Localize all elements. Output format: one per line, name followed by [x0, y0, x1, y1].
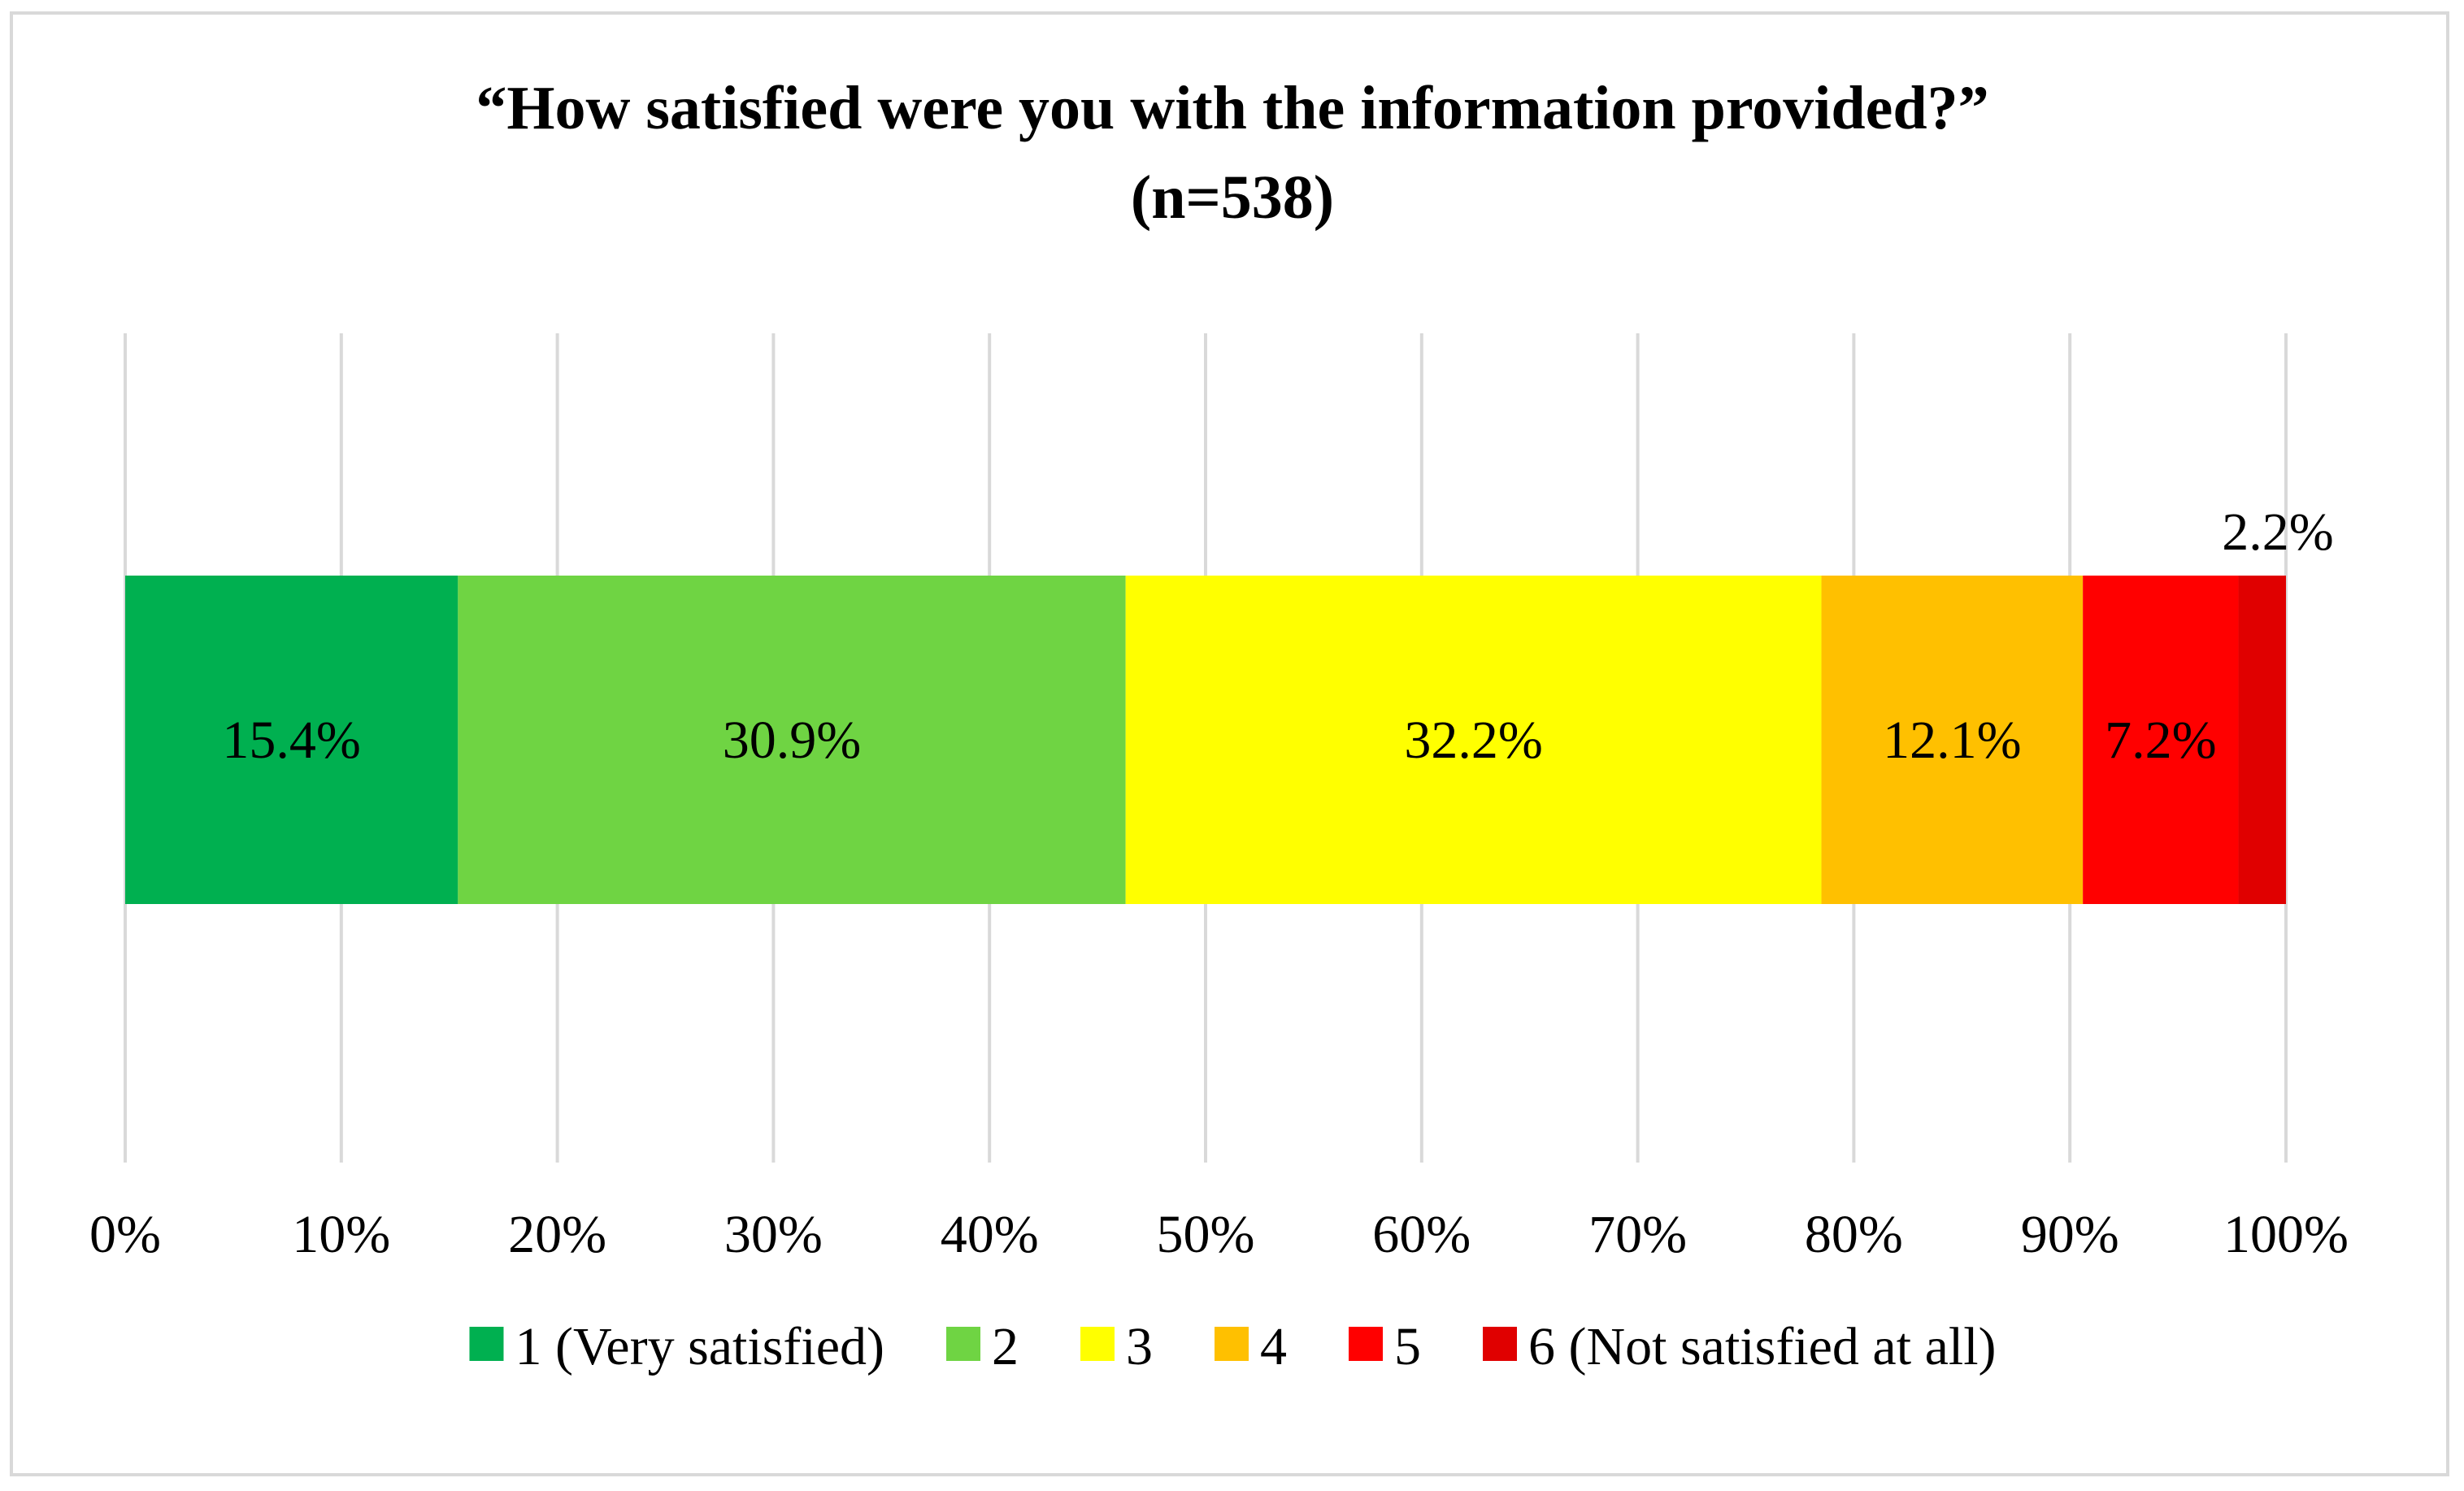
x-tick-label: 60%	[1372, 1205, 1471, 1264]
legend-item: 4	[1215, 1317, 1287, 1376]
x-tick-label: 0%	[89, 1205, 161, 1264]
data-labels: 15.4% 30.9% 32.2% 12.1% 7.2% 2.2%	[222, 502, 2333, 770]
legend-item: 1 (Very satisfied)	[469, 1317, 884, 1376]
stacked-bar	[125, 576, 2286, 904]
data-label: 2.2%	[2222, 502, 2333, 562]
x-axis-ticks: 0% 10% 20% 30% 40% 50% 60% 70% 80% 90% 100%	[89, 1205, 2349, 1264]
bar-segment	[125, 576, 458, 904]
legend-label: 1 (Very satisfied)	[515, 1317, 884, 1376]
legend-swatch	[1483, 1327, 1518, 1361]
chart-title: “How satisfied were you with the informa…	[476, 74, 1988, 142]
legend-item: 6 (Not satisfied at all)	[1483, 1317, 1997, 1376]
data-label: 30.9%	[723, 711, 861, 770]
legend-label: 3	[1126, 1317, 1153, 1376]
bar-segment	[2083, 576, 2239, 904]
data-label: 32.2%	[1404, 711, 1542, 770]
legend-label: 2	[992, 1317, 1019, 1376]
legend-swatch	[946, 1327, 981, 1361]
legend-item: 2	[946, 1317, 1019, 1376]
bar-segment	[1125, 576, 1822, 904]
legend-swatch	[469, 1327, 504, 1361]
bar-segment	[458, 576, 1126, 904]
x-tick-label: 80%	[1805, 1205, 1903, 1264]
legend-swatch	[1080, 1327, 1115, 1361]
data-label: 15.4%	[222, 711, 360, 770]
x-tick-label: 40%	[941, 1205, 1039, 1264]
legend-label: 4	[1260, 1317, 1287, 1376]
x-tick-label: 10%	[292, 1205, 390, 1264]
bar-segment	[1821, 576, 2084, 904]
legend: 1 (Very satisfied) 2 3 4 5 6 (Not satisfied a…	[469, 1317, 1997, 1376]
legend-item: 5	[1349, 1317, 1421, 1376]
x-tick-label: 70%	[1588, 1205, 1687, 1264]
data-label: 12.1%	[1883, 711, 2021, 770]
legend-item: 3	[1080, 1317, 1153, 1376]
chart-subtitle: (n=538)	[1131, 163, 1334, 232]
chart-frame: “How satisfied were you with the informa…	[10, 11, 2449, 1476]
x-tick-label: 50%	[1157, 1205, 1255, 1264]
x-tick-label: 100%	[2223, 1205, 2349, 1264]
x-tick-label: 30%	[724, 1205, 823, 1264]
legend-label: 5	[1394, 1317, 1421, 1376]
x-tick-label: 20%	[508, 1205, 606, 1264]
legend-swatch	[1215, 1327, 1249, 1361]
legend-swatch	[1349, 1327, 1384, 1361]
bar-segment	[2238, 576, 2286, 904]
x-tick-label: 90%	[2021, 1205, 2119, 1264]
legend-label: 6 (Not satisfied at all)	[1528, 1317, 1997, 1376]
data-label: 7.2%	[2105, 711, 2216, 770]
chart: “How satisfied were you with the informa…	[89, 74, 2349, 1376]
